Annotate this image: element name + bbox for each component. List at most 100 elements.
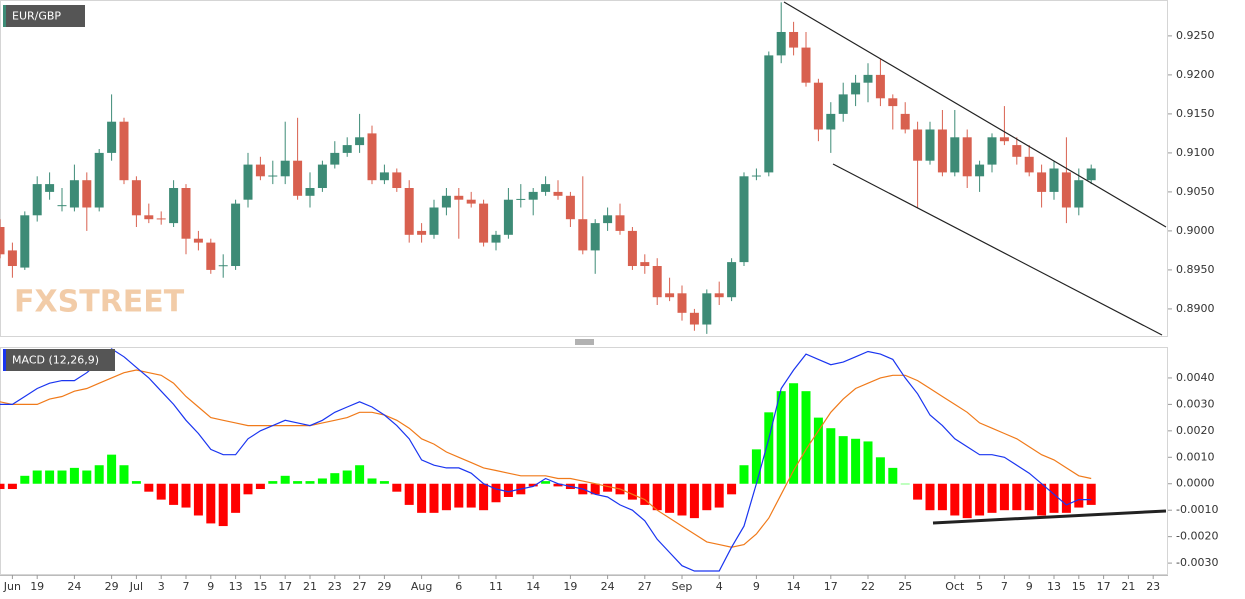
histogram-bar xyxy=(119,465,129,484)
x-tick-label: 11 xyxy=(489,580,503,593)
histogram-bar xyxy=(466,483,476,508)
histogram-bar xyxy=(231,483,241,513)
histogram-bar xyxy=(355,465,365,484)
symbol-label-accent xyxy=(3,5,6,27)
histogram-bar xyxy=(1024,483,1034,511)
histogram-bar xyxy=(689,483,699,519)
x-tick-label: 27 xyxy=(638,580,652,593)
histogram-bar xyxy=(280,475,290,484)
histogram-bar xyxy=(751,449,761,484)
x-tick-label: 14 xyxy=(526,580,540,593)
histogram-bar xyxy=(193,483,203,516)
x-tick-label: 4 xyxy=(716,580,723,593)
histogram-bar xyxy=(677,483,687,516)
histogram-bar xyxy=(838,436,848,484)
candle-body xyxy=(355,137,365,146)
histogram-bar xyxy=(826,428,836,484)
candle-body xyxy=(503,199,513,235)
histogram-bar xyxy=(640,483,650,505)
histogram-bar xyxy=(1074,483,1084,508)
x-tick-label: 3 xyxy=(158,580,165,593)
histogram-bar xyxy=(330,473,340,484)
histogram-bar xyxy=(999,483,1009,511)
x-tick-label: 9 xyxy=(753,580,760,593)
axes: 0.8900 0.8950 0.9000 0.9050 0.9100 0.9150 0.92… xyxy=(3,29,1219,593)
symbol-label-box xyxy=(3,5,85,27)
x-tick-label: 24 xyxy=(67,580,81,593)
candle-body xyxy=(379,172,389,181)
x-tick-label: 9 xyxy=(207,580,214,593)
histogram-bar xyxy=(491,483,501,503)
histogram-bar xyxy=(0,483,5,490)
histogram-bar xyxy=(1086,483,1096,505)
candle-body xyxy=(925,129,935,161)
histogram-bar xyxy=(739,465,749,484)
histogram-bar xyxy=(937,483,947,511)
histogram-bar xyxy=(69,467,79,484)
candle-body xyxy=(1061,172,1071,208)
macd-plot xyxy=(0,348,1096,572)
histogram-bar xyxy=(82,470,92,484)
histogram-bar xyxy=(131,481,141,484)
candle-body xyxy=(1012,145,1022,157)
watermark: FXSTREET xyxy=(14,285,185,320)
x-tick-label: 14 xyxy=(787,580,801,593)
histogram-bar xyxy=(813,417,823,484)
candle-body xyxy=(466,199,476,204)
x-tick-label: 23 xyxy=(1146,580,1160,593)
y-tick-label: 0.0010 xyxy=(1176,450,1215,463)
candle-body xyxy=(243,164,253,200)
candle-body xyxy=(553,191,563,196)
histogram-bar xyxy=(45,470,55,484)
y-tick-label: 0.9150 xyxy=(1176,107,1215,120)
histogram-bar xyxy=(57,470,67,484)
candle-body xyxy=(913,129,923,161)
panel-divider-handle xyxy=(575,339,594,345)
histogram-bar xyxy=(727,483,737,495)
candle-body xyxy=(293,160,303,196)
candle-body xyxy=(950,137,960,173)
histogram-bar xyxy=(107,454,117,484)
candle-body xyxy=(392,172,402,189)
y-tick-label: 0.0040 xyxy=(1176,371,1215,384)
x-tick-label: 7 xyxy=(1001,580,1008,593)
candle-body xyxy=(131,180,141,216)
candle-body xyxy=(404,188,414,235)
x-tick-label: Sep xyxy=(672,580,693,593)
candle-body xyxy=(751,175,761,177)
histogram-bar xyxy=(392,483,402,492)
y-tick-label: -0.0030 xyxy=(1176,556,1218,569)
candle-body xyxy=(615,215,625,231)
candle-body xyxy=(32,184,42,216)
x-tick-label: 13 xyxy=(229,580,243,593)
histogram-bar xyxy=(342,470,352,484)
y-tick-label: 0.9250 xyxy=(1176,29,1215,42)
histogram-bar xyxy=(962,483,972,519)
candle-body xyxy=(479,203,489,243)
candle-body xyxy=(999,137,1009,142)
histogram-bar xyxy=(875,457,885,484)
histogram-bar xyxy=(255,483,265,490)
candle-body xyxy=(0,227,5,255)
x-tick-label: 19 xyxy=(563,580,577,593)
candle-body xyxy=(45,184,55,192)
histogram-bar xyxy=(206,483,216,524)
candle-body xyxy=(441,195,451,208)
x-tick-label: 17 xyxy=(824,580,838,593)
symbol-label: EUR/GBP xyxy=(12,10,61,23)
price-panel-frame xyxy=(0,0,1168,337)
x-tick-label: 19 xyxy=(30,580,44,593)
histogram-bar xyxy=(181,483,191,508)
histogram-bar xyxy=(590,483,600,495)
candle-body xyxy=(206,242,216,270)
histogram-bar xyxy=(94,465,104,484)
histogram-bar xyxy=(20,475,30,484)
candle-body xyxy=(107,121,117,153)
candle-body xyxy=(231,203,241,267)
x-tick-label: 9 xyxy=(1026,580,1033,593)
candle-body xyxy=(69,180,79,208)
histogram-bar xyxy=(1049,483,1059,513)
candle-body xyxy=(565,195,575,220)
histogram-bar xyxy=(925,483,935,511)
x-tick-label: 5 xyxy=(976,580,983,593)
